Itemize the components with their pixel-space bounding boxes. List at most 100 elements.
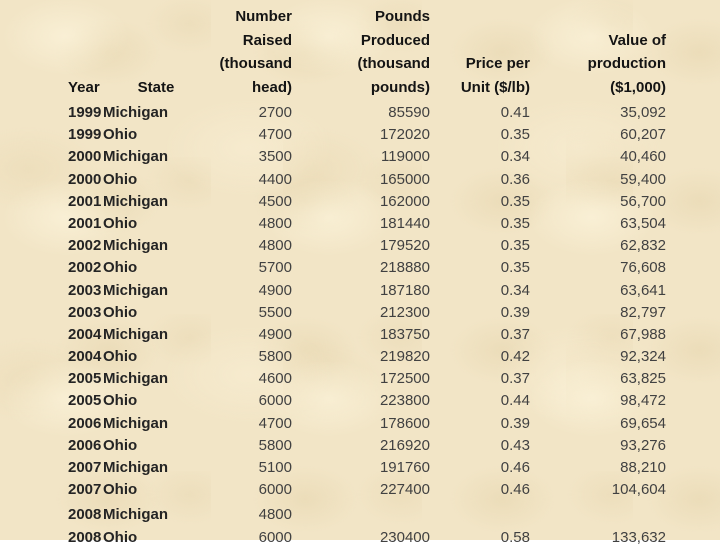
cell-number-raised: 5100 <box>258 459 292 476</box>
cell-pounds-produced: 227400 <box>379 481 430 499</box>
cell-year: 2008 <box>68 506 102 524</box>
cell-state: Ohio <box>103 436 138 454</box>
cell-state: Michigan <box>103 192 169 210</box>
cell-number-raised: 6000 <box>258 392 292 410</box>
turkey-production-table: Year State Number Raised (thousand head)… <box>68 0 666 549</box>
cell-price-per-unit: 0.41 <box>500 104 530 121</box>
cell-value-of-production: 60,207 <box>620 126 666 144</box>
cell-price-per-unit <box>430 504 530 526</box>
cell-year: 2007 <box>68 481 102 499</box>
cell-year: 1999 <box>68 126 102 144</box>
cell-year: 2002 <box>68 259 102 277</box>
cell-price-per-unit: 0.35 <box>500 237 530 255</box>
table-row: 2000 Michigan 3500 119000 0.34 40,460 <box>68 146 666 168</box>
cell-value-of-production: 40,460 <box>620 148 666 166</box>
cell-year: 2007 <box>68 459 102 476</box>
table-row: 2001 Michigan 4500 162000 0.35 56,700 <box>68 191 666 213</box>
cell-pounds-produced: 223800 <box>379 392 430 410</box>
cell-pounds-produced: 216920 <box>379 436 430 454</box>
header-year: Year <box>68 78 100 96</box>
header-value-of-production: Value of production ($1,000) <box>587 31 666 96</box>
cell-state: Michigan <box>103 281 169 299</box>
cell-pounds-produced: 212300 <box>379 303 430 321</box>
cell-state: Ohio <box>103 214 138 232</box>
cell-value-of-production: 63,504 <box>620 214 666 232</box>
cell-number-raised: 5700 <box>258 259 292 277</box>
cell-value-of-production: 67,988 <box>620 325 666 343</box>
cell-pounds-produced: 230400 <box>379 528 430 546</box>
cell-year: 2000 <box>68 170 102 188</box>
cell-price-per-unit: 0.34 <box>500 148 530 166</box>
cell-value-of-production: 56,700 <box>620 192 666 210</box>
cell-price-per-unit: 0.42 <box>500 348 530 366</box>
table-row: 2005 Michigan 4600 172500 0.37 63,825 <box>68 368 666 390</box>
cell-price-per-unit: 0.36 <box>500 170 530 188</box>
header-price-per-unit: Price per Unit ($/lb) <box>460 55 530 96</box>
cell-year: 2001 <box>68 192 102 210</box>
cell-price-per-unit: 0.39 <box>500 303 530 321</box>
cell-value-of-production: 35,092 <box>620 104 666 121</box>
cell-state: Michigan <box>103 459 169 476</box>
cell-value-of-production: 133,632 <box>611 528 666 546</box>
table-header-row: Year State Number Raised (thousand head)… <box>68 0 666 99</box>
table-row: 2006 Ohio 5800 216920 0.43 93,276 <box>68 435 666 457</box>
cell-number-raised: 3500 <box>258 148 292 166</box>
table-row: 1999 Ohio 4700 172020 0.35 60,207 <box>68 124 666 146</box>
cell-year: 2006 <box>68 436 102 454</box>
cell-state: Ohio <box>103 259 138 277</box>
cell-number-raised: 6000 <box>258 481 292 499</box>
table-row: 2004 Ohio 5800 219820 0.42 92,324 <box>68 346 666 368</box>
table-row: 2003 Ohio 5500 212300 0.39 82,797 <box>68 302 666 324</box>
header-number-raised: Number Raised (thousand head) <box>219 8 293 96</box>
table-row: 2002 Ohio 5700 218880 0.35 76,608 <box>68 257 666 279</box>
cell-pounds-produced: 219820 <box>379 348 430 366</box>
cell-state: Michigan <box>103 148 169 166</box>
cell-value-of-production: 59,400 <box>620 170 666 188</box>
cell-year: 2008 <box>68 528 102 546</box>
table-row: 2006 Michigan 4700 178600 0.39 69,654 <box>68 413 666 435</box>
cell-pounds-produced: 179520 <box>379 237 430 255</box>
cell-price-per-unit: 0.43 <box>500 436 530 454</box>
cell-price-per-unit: 0.34 <box>500 281 530 299</box>
cell-value-of-production: 63,641 <box>620 281 666 299</box>
cell-price-per-unit: 0.58 <box>500 528 530 546</box>
cell-number-raised: 6000 <box>258 528 292 546</box>
table-row: 2008 Michigan 4800 <box>68 504 666 526</box>
cell-number-raised: 4400 <box>258 170 292 188</box>
table-row: 1999 Michigan 2700 85590 0.41 35,092 <box>68 102 666 124</box>
cell-number-raised: 5500 <box>258 303 292 321</box>
table-row: 2008 Ohio 6000 230400 0.58 133,632 <box>68 527 666 549</box>
cell-year: 2004 <box>68 325 102 343</box>
cell-value-of-production: 76,608 <box>620 259 666 277</box>
cell-year: 2005 <box>68 392 102 410</box>
cell-pounds-produced: 85590 <box>388 104 430 121</box>
table-row: 2004 Michigan 4900 183750 0.37 67,988 <box>68 324 666 346</box>
cell-pounds-produced: 172020 <box>379 126 430 144</box>
cell-year: 2002 <box>68 237 102 255</box>
cell-state: Michigan <box>103 325 169 343</box>
cell-year: 2003 <box>68 303 102 321</box>
cell-value-of-production <box>530 504 666 526</box>
cell-number-raised: 4700 <box>258 414 292 432</box>
cell-number-raised: 2700 <box>258 104 292 121</box>
cell-state: Ohio <box>103 392 138 410</box>
cell-year: 2005 <box>68 370 102 388</box>
cell-state: Ohio <box>103 481 138 499</box>
cell-price-per-unit: 0.44 <box>500 392 530 410</box>
cell-price-per-unit: 0.37 <box>500 325 530 343</box>
cell-value-of-production: 93,276 <box>620 436 666 454</box>
table-row: 2007 Michigan 5100 191760 0.46 88,210 <box>68 457 666 479</box>
cell-number-raised: 4800 <box>258 214 292 232</box>
cell-value-of-production: 62,832 <box>620 237 666 255</box>
cell-pounds-produced: 181440 <box>379 214 430 232</box>
cell-number-raised: 4800 <box>258 506 292 524</box>
cell-number-raised: 4500 <box>258 192 292 210</box>
cell-price-per-unit: 0.46 <box>500 459 530 476</box>
cell-value-of-production: 69,654 <box>620 414 666 432</box>
cell-state: Ohio <box>103 170 138 188</box>
cell-number-raised: 5800 <box>258 436 292 454</box>
cell-state: Michigan <box>103 104 169 121</box>
cell-state: Michigan <box>103 237 169 255</box>
cell-year: 2000 <box>68 148 102 166</box>
cell-price-per-unit: 0.35 <box>500 126 530 144</box>
